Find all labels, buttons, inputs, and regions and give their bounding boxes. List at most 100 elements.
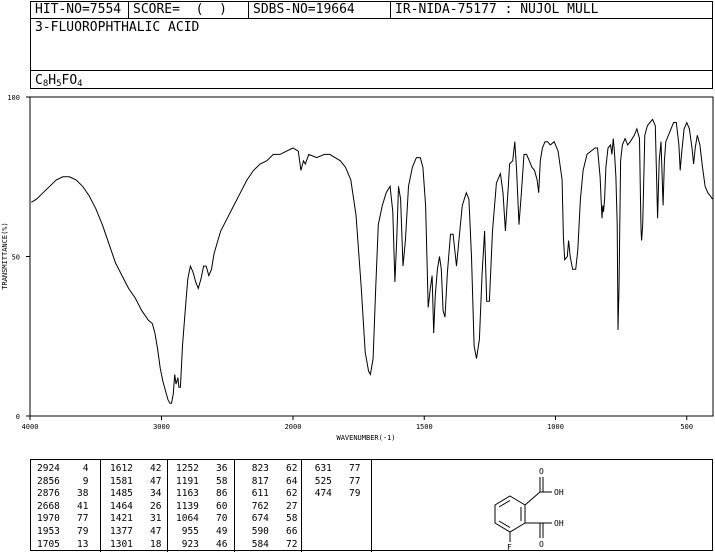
- peak-transmittance: 64: [268, 475, 298, 487]
- peak-column-4: 823 62 817 64 611 62 762 27 674 58 590 6…: [235, 460, 302, 552]
- oxygen-label-lower: O: [539, 540, 544, 549]
- peak-wavenumber: 1970: [37, 513, 60, 525]
- peak-entry: 1581 47: [110, 476, 167, 489]
- peak-entry: 1485 34: [110, 488, 167, 501]
- y-tick-label: 100: [7, 94, 20, 102]
- peak-entry: 762 27: [246, 501, 301, 514]
- peak-entry: 1301 18: [110, 539, 167, 552]
- peak-transmittance: 58: [268, 513, 298, 525]
- molecular-formula: C8H5FO4: [31, 70, 712, 90]
- peak-entry: 2668 41: [37, 501, 100, 514]
- peak-entry: 584 72: [246, 539, 301, 552]
- chart-ticks: 4000 3000 2000 1500 1000 500 0 50 100: [7, 94, 693, 431]
- peak-wavenumber: 2668: [37, 500, 60, 512]
- peak-entry: 1163 86: [176, 488, 234, 501]
- peak-column-1: 2924 4 2856 9 2876 38 2668 41 1970 77 1953 79…: [31, 460, 101, 552]
- x-tick-label: 1000: [547, 423, 564, 431]
- peak-transmittance: 79: [59, 525, 89, 537]
- peak-wavenumber: 611: [246, 488, 269, 500]
- x-tick-label: 3000: [153, 423, 170, 431]
- peak-wavenumber: 1953: [37, 525, 60, 537]
- peak-entry: 611 62: [246, 488, 301, 501]
- formula-fo: FO: [61, 73, 78, 88]
- peak-entry: 1705 13: [37, 539, 100, 552]
- peak-entry: 1252 36: [176, 463, 234, 476]
- ir-spectrum-chart: 4000 3000 2000 1500 1000 500 0 50 100 WAVENUMBER…: [1, 94, 714, 442]
- peak-transmittance: 49: [198, 525, 228, 537]
- peak-transmittance: 47: [132, 525, 162, 537]
- peak-entry: 674 58: [246, 513, 301, 526]
- peak-entry: 2856 9: [37, 476, 100, 489]
- peak-transmittance: 26: [132, 500, 162, 512]
- hydroxyl-label-upper: OH: [554, 488, 564, 497]
- peak-wavenumber: 1581: [110, 475, 133, 487]
- peak-transmittance: 9: [59, 475, 89, 487]
- ring-double-bond-3: [498, 520, 511, 528]
- fluorine-label: F: [507, 543, 512, 551]
- peak-wavenumber: 1064: [176, 513, 199, 525]
- peak-transmittance: 47: [132, 475, 162, 487]
- y-axis-label: TRANSMITTANCE(%): [1, 222, 9, 289]
- bond-c1-carboxyl: [524, 491, 541, 506]
- peak-transmittance: 4: [59, 463, 89, 474]
- peak-column-2: 1612 42 1581 47 1485 34 1464 26 1421 31 1377 …: [101, 460, 168, 552]
- peak-wavenumber: 474: [309, 488, 332, 500]
- peak-wavenumber: 631: [309, 463, 332, 474]
- x-tick-label: 500: [680, 423, 693, 431]
- sdbs-number: SDBS-NO=19664: [249, 2, 391, 18]
- peak-table: 2924 4 2856 9 2876 38 2668 41 1970 77 1953 79…: [30, 459, 713, 552]
- formula-h-count: 5: [56, 79, 62, 89]
- peak-entry: 1064 70: [176, 513, 234, 526]
- peak-transmittance: 34: [132, 488, 162, 500]
- x-tick-label: 2000: [285, 423, 302, 431]
- peak-wavenumber: 823: [246, 463, 269, 474]
- peak-entry: 474 79: [309, 488, 371, 501]
- hydroxyl-label-lower: OH: [554, 519, 564, 528]
- peak-entry: 590 66: [246, 526, 301, 539]
- peak-wavenumber: 762: [246, 500, 269, 512]
- spectrum-header: HIT-NO=7554 SCORE= ( ) SDBS-NO=19664 IR-…: [30, 1, 713, 89]
- peak-transmittance: 70: [198, 513, 228, 525]
- peak-transmittance: 18: [132, 538, 162, 550]
- peak-wavenumber: 1485: [110, 488, 133, 500]
- compound-name: 3-FLUOROPHTHALIC ACID: [35, 20, 200, 35]
- hit-number: HIT-NO=7554: [31, 2, 129, 18]
- formula-o-count: 4: [77, 79, 83, 89]
- peak-wavenumber: 1377: [110, 525, 133, 537]
- peak-transmittance: 62: [268, 463, 298, 474]
- header-id-row: HIT-NO=7554 SCORE= ( ) SDBS-NO=19664 IR-…: [31, 2, 712, 19]
- peak-transmittance: 27: [268, 500, 298, 512]
- peak-entry: 1421 31: [110, 513, 167, 526]
- peak-wavenumber: 525: [309, 475, 332, 487]
- peak-entry: 2876 38: [37, 488, 100, 501]
- x-tick-label: 4000: [22, 423, 39, 431]
- peak-transmittance: 77: [331, 463, 361, 474]
- oxygen-label-upper: O: [539, 467, 544, 476]
- peak-wavenumber: 2876: [37, 488, 60, 500]
- peak-transmittance: 38: [59, 488, 89, 500]
- peak-transmittance: 79: [331, 488, 361, 500]
- peak-entry: 1139 60: [176, 501, 234, 514]
- peak-wavenumber: 1163: [176, 488, 199, 500]
- peak-wavenumber: 1612: [110, 463, 133, 474]
- x-axis-label: WAVENUMBER(-1): [336, 434, 395, 442]
- peak-entry: 1464 26: [110, 501, 167, 514]
- peak-transmittance: 36: [198, 463, 228, 474]
- peak-transmittance: 86: [198, 488, 228, 500]
- formula-h: H: [48, 73, 57, 88]
- formula-c: C: [35, 73, 43, 88]
- peak-wavenumber: 584: [246, 538, 269, 550]
- y-tick-label: 50: [12, 254, 20, 262]
- peak-wavenumber: 923: [176, 538, 199, 550]
- peak-entry: 923 46: [176, 539, 234, 552]
- peak-entry: 631 77: [309, 463, 371, 476]
- ring-double-bond-1: [498, 500, 511, 508]
- score: SCORE= ( ): [129, 2, 249, 18]
- peak-transmittance: 41: [59, 500, 89, 512]
- peak-wavenumber: 1705: [37, 538, 60, 550]
- peak-wavenumber: 2856: [37, 475, 60, 487]
- peak-wavenumber: 674: [246, 513, 269, 525]
- peak-entry: 1953 79: [37, 526, 100, 539]
- peak-transmittance: 77: [59, 513, 89, 525]
- peak-wavenumber: 1301: [110, 538, 133, 550]
